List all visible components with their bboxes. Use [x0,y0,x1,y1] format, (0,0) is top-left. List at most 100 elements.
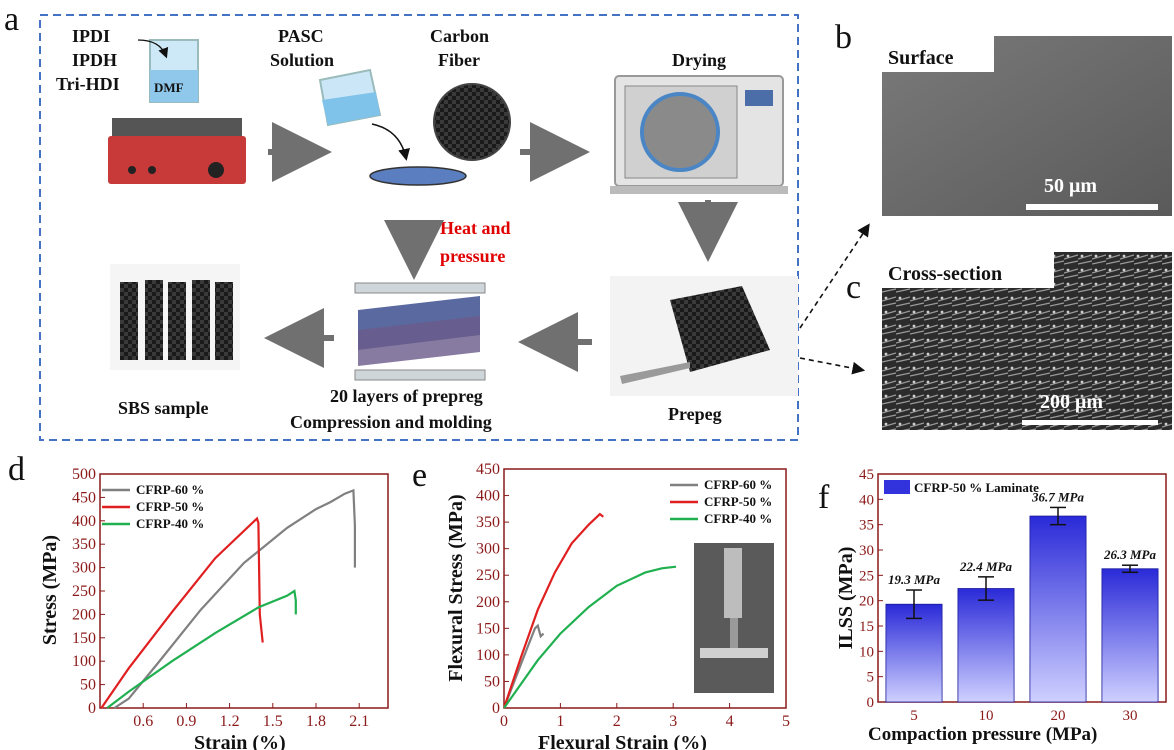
compression-label-line2: Compression and molding [290,412,492,432]
chart-f-ytick-label: 35 [859,518,874,534]
chart-d-ytick-label: 200 [72,606,96,623]
chart-d-ylabel: Stress (MPa) [39,535,61,645]
carbon-fiber-icon [433,83,511,161]
pasc-label-line1: PASC [278,26,324,46]
chart-d-series-line-3 [106,589,297,709]
chart-f: 0 5 10 15 20 25 30 35 40 45 19.3 MPa 5 22.4 MPa 10 36.… [859,467,1167,724]
chart-d-xtick-label: 1.5 [263,713,283,730]
chart-f-axes-frame [877,473,1167,703]
chart-f-ytick-label: 10 [859,644,874,660]
flexural-test-photo [694,543,774,693]
sem-cross-label-bg [882,252,1054,288]
panel-letter-b: b [835,19,852,56]
chart-e-ytick-label: 300 [476,541,500,558]
chart-f-xlabel: Compaction pressure (MPa) [868,724,1097,745]
chart-d-xlabel: Strain (%) [194,732,286,750]
sem-surface-label: Surface [888,47,954,69]
chart-e-legend-label: CFRP-40 % [704,511,772,526]
chart-d-ytick-label: 450 [72,489,96,506]
chart-e-xtick-label: 5 [782,713,790,730]
carbon-label-line1: Carbon [430,26,489,46]
chart-f-ytick-label: 0 [867,695,875,711]
prepreg-label: Prepeg [668,404,722,424]
sem-surface-label-bg [882,36,994,72]
chart-f-bar [1101,568,1159,703]
panel-letter-f: f [818,479,830,516]
panel-letter-e: e [412,457,427,494]
pour-arrow [371,123,410,161]
chart-e-ylabel: Flexural Stress (MPa) [445,494,467,681]
sem-cross-scale-label: 200 μm [1040,391,1103,413]
chart-e-ytick-label: 350 [476,514,500,531]
chart-e-xtick-label: 3 [669,713,677,730]
chart-d-series-line-1 [113,488,356,709]
panel-letter-a: a [4,1,19,38]
compression-mold-icon [354,282,486,381]
chart-f-ytick-label: 5 [867,670,875,686]
chart-f-ytick-label: 45 [859,467,874,483]
chart-e-axes-frame [503,468,787,709]
chart-f-data-label: 22.4 MPa [959,559,1013,574]
chart-f-data-label: 19.3 MPa [888,572,941,587]
pasc-solution-icon [318,68,382,127]
chart-f-xtick-label: 30 [1123,708,1138,724]
chart-f-xtick-label: 5 [910,708,918,724]
reagent-arrow [137,39,169,59]
chart-f-legend-label: CFRP-50 % Laminate [914,480,1039,495]
panel-letter-d: d [8,451,25,488]
hotplate-stirrer-icon [108,39,246,184]
chart-e-xtick-label: 4 [726,713,734,730]
reagent-ipdh-label: IPDH [72,50,117,70]
chart-d: 0.6 0.9 1.2 1.5 1.8 2.1 0 50 100 150 200 250 300 350 4… [72,466,389,730]
chart-d-series-line-2 [100,516,264,709]
chart-d-xtick-label: 0.6 [133,713,153,730]
chart-e-xtick-label: 1 [556,713,564,730]
carbon-label-line2: Fiber [438,50,480,70]
chart-e-ytick-label: 450 [476,461,500,478]
chart-e-xlabel: Flexural Strain (%) [538,732,707,750]
chart-d-ytick-label: 300 [72,560,96,577]
pasc-label-line2: Solution [270,50,334,70]
chart-f-data-label: 36.7 MPa [1031,489,1085,504]
chart-e-xtick-label: 0 [500,713,508,730]
drying-oven-icon [610,75,788,194]
chart-d-ytick-label: 0 [88,700,96,717]
chart-d-legend-label: CFRP-50 % [136,499,204,514]
sem-cross-scale-bar [1022,420,1158,425]
chart-d-xtick-label: 1.8 [306,713,326,730]
chart-e-series-line-2 [502,512,604,709]
chart-e-legend-label: CFRP-60 % [704,477,772,492]
sem-surface-scale-bar [1026,204,1158,210]
sem-surface-scale-label: 50 μm [1044,175,1097,197]
chart-d-ytick-label: 500 [72,466,96,483]
chart-f-bar [885,603,943,703]
chart-e-ytick-label: 0 [492,700,500,717]
chart-f-bar [957,588,1015,703]
chart-f-bar [1029,515,1087,703]
chart-d-ytick-label: 250 [72,583,96,600]
chart-f-xtick-label: 10 [979,708,994,724]
chart-e-ytick-label: 400 [476,488,500,505]
chart-e-xtick-label: 2 [613,713,621,730]
drying-label: Drying [672,50,726,70]
petri-dish-icon [369,166,467,186]
chart-e-ytick-label: 250 [476,567,500,584]
chart-d-xtick-label: 2.1 [349,713,369,730]
chart-e-ytick-label: 100 [476,647,500,664]
chart-d-ytick-label: 150 [72,630,96,647]
chart-f-ytick-label: 40 [859,492,874,508]
reagent-ipdi-label: IPDI [72,26,110,46]
chart-e-ytick-label: 50 [484,673,500,690]
zoom-line-cross [799,357,866,375]
compression-label-line1: 20 layers of prepreg [330,386,483,406]
chart-e-ytick-label: 150 [476,620,500,637]
chart-f-xtick-label: 20 [1051,708,1066,724]
sbs-samples-photo [110,264,240,370]
chart-f-legend-swatch [884,480,910,494]
sbs-label: SBS sample [118,398,209,418]
chart-f-ytick-label: 20 [859,594,874,610]
chart-e-series-line-1 [502,623,545,709]
chart-f-ylabel: ILSS (MPa) [835,547,857,650]
panel-letter-c: c [846,269,861,306]
